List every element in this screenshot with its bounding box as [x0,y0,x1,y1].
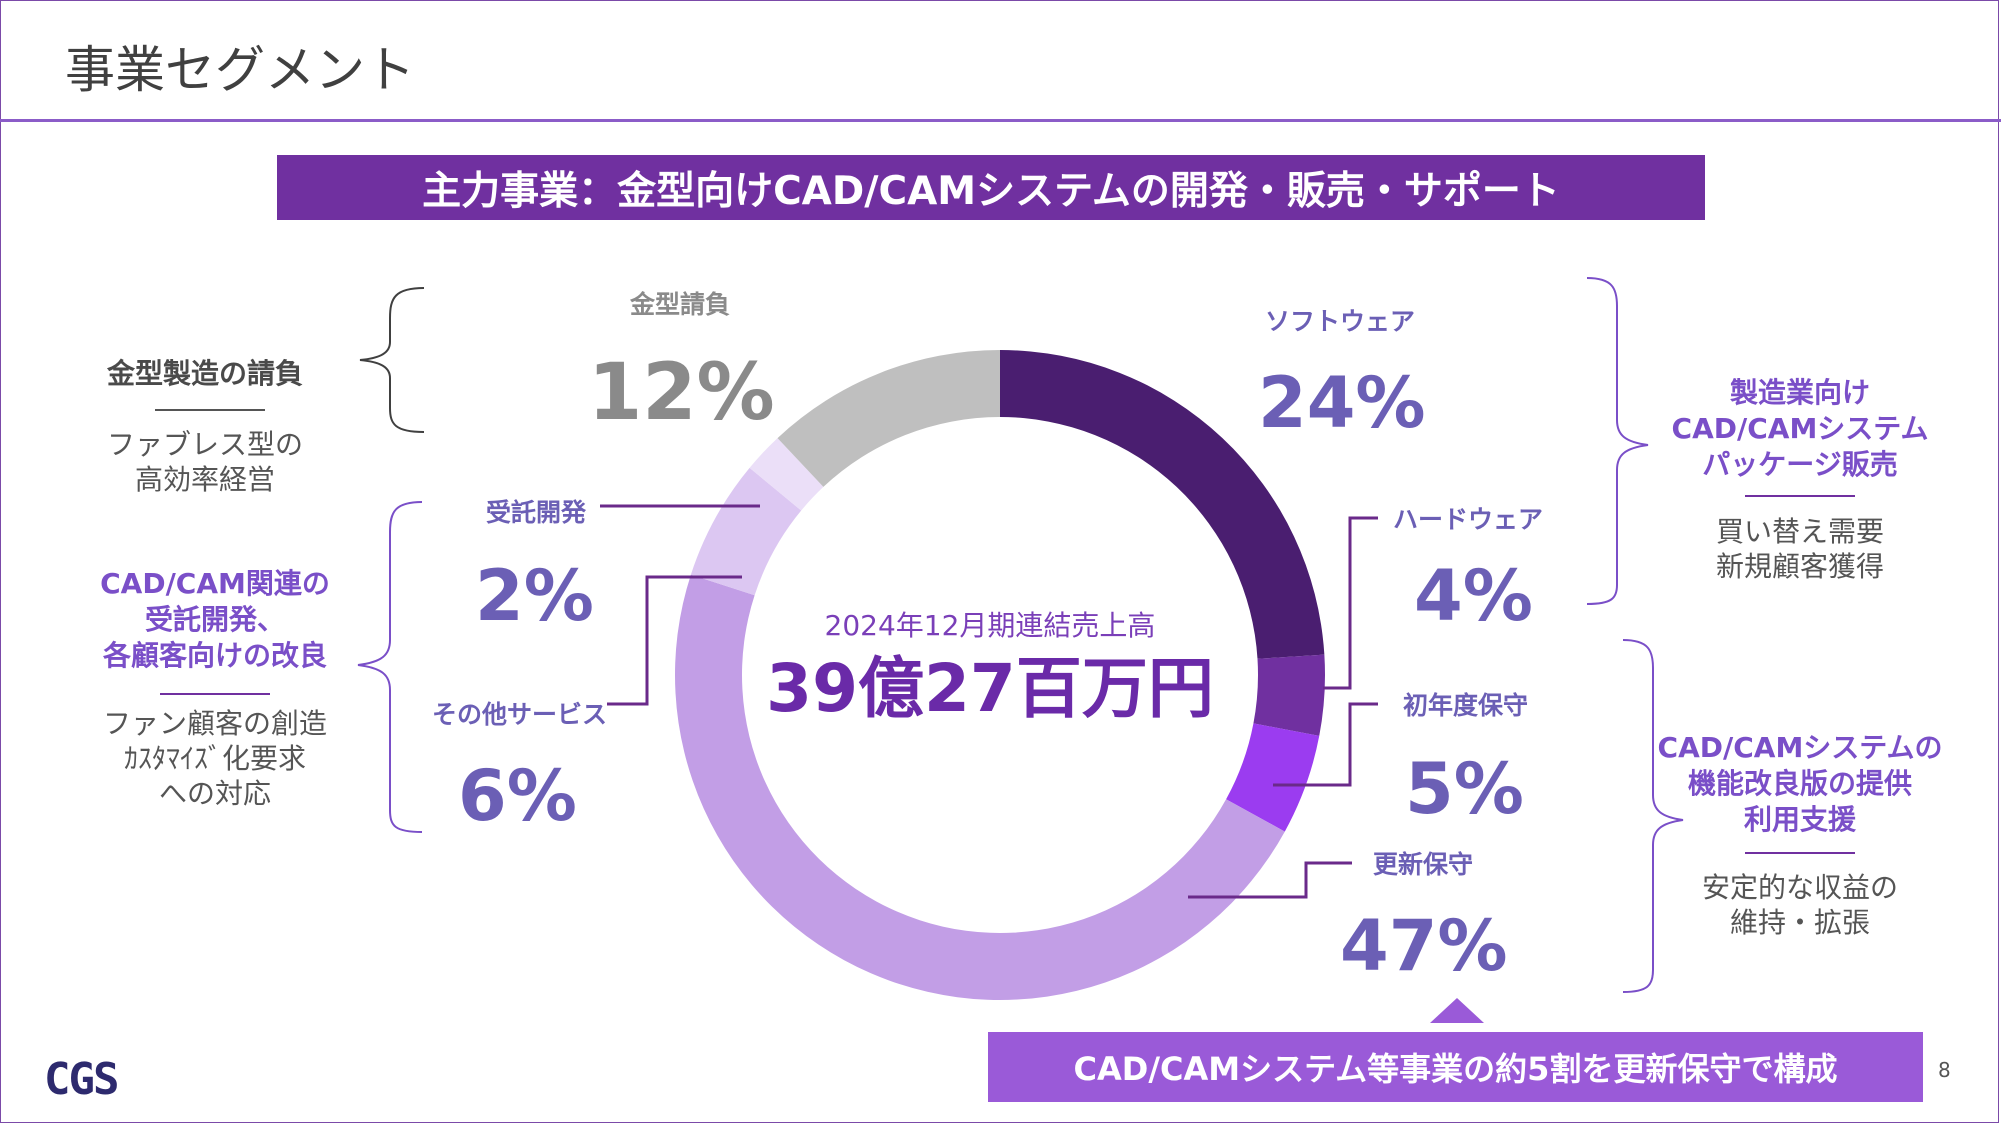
segment-label-other-services: その他サービス [432,700,608,729]
segment-label-mold-contract: 金型請負 [630,290,731,319]
right-group-2-separator [1745,852,1855,854]
main-business-banner: 主力事業：金型向けCAD/CAMシステムの開発・販売・サポート [277,155,1705,220]
segment-value-other-services: 6% [458,755,577,837]
donut-slice-0 [1000,350,1325,659]
donut-slice-4 [690,467,802,596]
company-logo: CGS [44,1054,119,1105]
segment-value-initial-maintenance: 5% [1405,748,1524,830]
segment-value-contract-dev: 2% [475,555,594,637]
right-brace-bottom [1622,639,1684,993]
segment-label-renewal-maintenance: 更新保守 [1373,850,1474,879]
left-brace-bottom [357,501,423,833]
right-group-2-body: 安定的な収益の 維持・拡張 [1701,871,1898,939]
page-number: 8 [1938,1058,1951,1082]
left-group-1-separator [155,409,265,411]
leader-hardware [1323,516,1378,690]
renewal-share-banner: CAD/CAMシステム等事業の約5割を更新保守で構成 [988,1032,1923,1102]
leader-initial-maintenance [1273,702,1378,787]
donut-slice-6 [777,350,1000,487]
right-group-1-body: 買い替え需要 新規顧客獲得 [1715,515,1884,583]
donut-slice-1 [1253,654,1325,736]
left-group-2-body: ファン顧客の創造 ｶｽﾀﾏｲｽﾞ化要求 への対応 [102,707,327,810]
donut-slices [674,350,1325,1001]
segment-value-mold-contract: 12% [588,348,775,438]
segment-label-contract-dev: 受託開発 [486,498,587,527]
segment-value-software: 24% [1258,362,1426,444]
segment-label-hardware: ハードウェア [1393,505,1544,534]
donut-slice-2 [1226,723,1320,832]
right-group-2-heading: CAD/CAMシステムの 機能改良版の提供 利用支援 [1657,731,1943,836]
right-group-1-heading: 製造業向け CAD/CAMシステム パッケージ販売 [1671,376,1929,481]
right-group-1-separator [1745,495,1855,497]
segment-label-software: ソフトウェア [1265,307,1416,336]
left-group-2-heading: CAD/CAM関連の 受託開発、 各顧客向けの改良 [100,567,330,672]
leader-renewal-maintenance [1188,861,1352,899]
donut-slice-5 [749,438,824,511]
left-group-1-body: ファブレス型の 高効率経営 [106,428,303,496]
revenue-caption: 2024年12月期連結売上高 [824,609,1156,642]
donut-slice-3 [674,574,1285,1001]
callout-pointer [1430,998,1484,1023]
left-group-2-separator [160,693,270,695]
revenue-total: 39億27百万円 [766,650,1214,727]
segment-value-renewal-maintenance: 47% [1340,905,1508,987]
title-divider [0,119,2001,122]
segment-value-hardware: 4% [1414,555,1533,637]
segment-label-initial-maintenance: 初年度保守 [1403,691,1529,720]
left-brace-top [359,287,425,433]
left-group-1-heading: 金型製造の請負 [106,357,303,390]
leader-other-services [607,575,742,706]
page-title: 事業セグメント [65,41,415,99]
right-brace-top [1586,277,1649,605]
